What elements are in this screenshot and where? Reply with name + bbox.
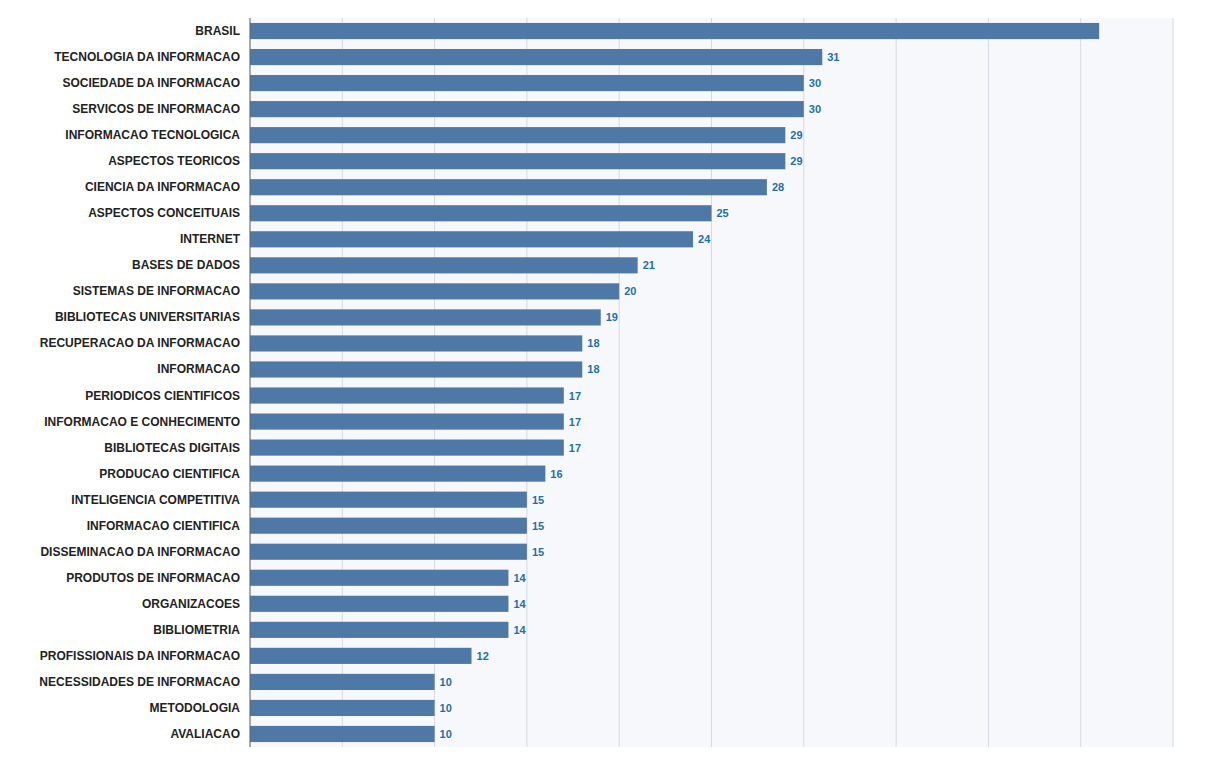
category-label: DISSEMINACAO DA INFORMACAO [40,545,240,559]
data-label: 10 [440,728,452,740]
data-label: 17 [569,416,581,428]
data-label: 28 [772,181,784,193]
data-label: 20 [624,285,636,297]
data-label: 14 [513,624,526,636]
bar [250,205,712,221]
data-label: 17 [569,390,581,402]
bar [250,101,804,117]
category-label: BIBLIOTECAS UNIVERSITARIAS [55,310,240,324]
chart: BRASIL TECNOLOGIA DA INFORMACAO SOCIEDADE … [0,0,1213,765]
bar [250,231,693,247]
bar [250,622,508,638]
data-label: 14 [513,598,526,610]
data-label: 12 [477,650,489,662]
data-label: 25 [717,207,729,219]
data-label: 24 [698,233,711,245]
category-label: BRASIL [195,24,240,38]
data-label: 14 [513,572,526,584]
bar [250,75,804,91]
category-label: METODOLOGIA [150,701,241,715]
bar [250,257,638,273]
category-label: CIENCIA DA INFORMACAO [85,180,240,194]
category-label: PRODUTOS DE INFORMACAO [66,571,240,585]
bar [250,23,1099,39]
labels: BRASIL TECNOLOGIA DA INFORMACAO SOCIEDADE … [39,24,839,741]
category-label: AVALIACAO [170,727,240,741]
data-label: 18 [587,363,599,375]
category-label: ASPECTOS TEORICOS [108,154,240,168]
plot-background [250,18,1173,747]
data-label: 30 [809,77,821,89]
category-label: SISTEMAS DE INFORMACAO [73,284,240,298]
category-label: ORGANIZACOES [142,597,240,611]
grid-line [250,18,251,747]
category-label: INFORMACAO CIENTIFICA [87,519,241,533]
data-label: 21 [643,259,655,271]
bar [250,309,601,325]
grid-line [896,18,897,747]
category-label: PERIODICOS CIENTIFICOS [85,389,240,403]
data-label: 17 [569,442,581,454]
bar [250,153,785,169]
bar [250,570,508,586]
data-label: 29 [790,155,802,167]
category-label: PROFISSIONAIS DA INFORMACAO [40,649,240,663]
category-label: INFORMACAO [157,362,240,376]
bar [250,674,435,690]
grid-line [1173,18,1174,747]
bar [250,700,435,716]
bar [250,492,527,508]
axis-line [250,18,251,747]
category-label: NECESSIDADES DE INFORMACAO [39,675,240,689]
category-label: INFORMACAO TECNOLOGICA [65,128,240,142]
bar [250,179,767,195]
bar [250,283,619,299]
bar [250,335,582,351]
data-label: 15 [532,520,544,532]
bar [250,544,527,560]
category-label: RECUPERACAO DA INFORMACAO [40,336,240,350]
bar [250,387,564,403]
bar [250,127,785,143]
data-label: 19 [606,311,618,323]
data-label: 10 [440,702,452,714]
grid [250,18,1173,747]
data-label: 18 [587,337,599,349]
bar [250,726,435,742]
data-label: 31 [827,51,839,63]
data-label: 30 [809,103,821,115]
data-label: 15 [532,546,544,558]
category-label: INTERNET [180,232,241,246]
bar [250,466,545,482]
bar [250,413,564,429]
bar [250,361,582,377]
bar [250,49,822,65]
data-label: 29 [790,129,802,141]
category-label: INFORMACAO E CONHECIMENTO [44,415,240,429]
category-label: BIBLIOMETRIA [153,623,240,637]
category-label: PRODUCAO CIENTIFICA [99,467,240,481]
data-label: 15 [532,494,544,506]
bar [250,596,508,612]
category-label: SOCIEDADE DA INFORMACAO [62,76,240,90]
bar [250,648,472,664]
grid-line [988,18,989,747]
category-label: ASPECTOS CONCEITUAIS [88,206,240,220]
bar [250,518,527,534]
category-label: SERVICOS DE INFORMACAO [72,102,240,116]
category-label: BIBLIOTECAS DIGITAIS [104,441,240,455]
grid-line [1080,18,1081,747]
bar [250,440,564,456]
grid-line [803,18,804,747]
category-label: INTELIGENCIA COMPETITIVA [71,493,240,507]
data-label: 16 [550,468,562,480]
bars [250,23,1099,742]
category-label: TECNOLOGIA DA INFORMACAO [54,50,240,64]
data-label: 10 [440,676,452,688]
category-label: BASES DE DADOS [132,258,240,272]
